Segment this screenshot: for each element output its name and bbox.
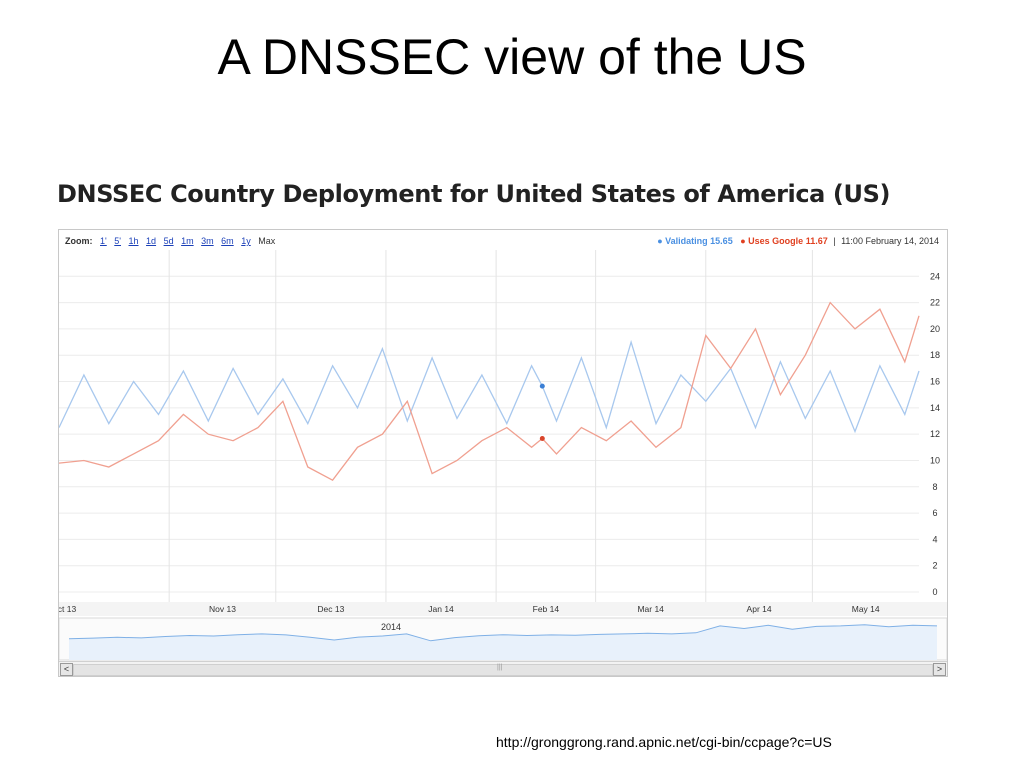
y-tick-label: 20 (930, 324, 940, 334)
marker-point-google (539, 435, 545, 441)
y-tick-label: 6 (932, 508, 937, 518)
navigator-scrollbar[interactable]: < ||| > (59, 661, 947, 676)
x-tick-label: Feb 14 (533, 604, 560, 614)
y-tick-label: 16 (930, 377, 940, 387)
x-tick-label: ct 13 (59, 604, 76, 614)
legend-google[interactable]: ● Uses Google 11.67 (740, 236, 828, 246)
marker-point-validating (539, 383, 545, 389)
x-tick-label: Nov 13 (209, 604, 236, 614)
y-tick-label: 14 (930, 403, 940, 413)
zoom-label: Zoom: (65, 236, 93, 246)
zoom-max-link[interactable]: Max (258, 236, 276, 246)
source-url[interactable]: http://gronggrong.rand.apnic.net/cgi-bin… (496, 734, 832, 750)
y-tick-label: 12 (930, 429, 940, 439)
zoom-1d-link[interactable]: 1d (146, 236, 157, 246)
x-tick-label: May 14 (852, 604, 880, 614)
zoom-1m-link[interactable]: 1m (181, 236, 194, 246)
scroll-right-button[interactable]: > (933, 663, 946, 676)
chart-heading: DNSSEC Country Deployment for United Sta… (57, 180, 891, 208)
zoom-5min-link[interactable]: 5' (114, 236, 121, 246)
chart-frame: 0 2 4 6 8 10 12 14 16 18 20 22 24 ct 13 Nov 13 Dec 13 Ja… (58, 229, 948, 677)
legend-separator: | (833, 236, 836, 246)
y-tick-label: 2 (932, 561, 937, 571)
scrollbar-grip-icon: ||| (497, 664, 503, 671)
x-tick-label: Dec 13 (317, 604, 344, 614)
zoom-1y-link[interactable]: 1y (241, 236, 251, 246)
x-axis-band (59, 602, 947, 616)
navigator-line (68, 624, 938, 642)
legend-validating[interactable]: ● Validating 15.65 (657, 236, 733, 246)
y-tick-label: 0 (932, 587, 937, 597)
x-tick-label: Mar 14 (637, 604, 664, 614)
navigator-fill (69, 624, 937, 660)
legend-validating-label: Validating (665, 236, 708, 246)
y-tick-label: 10 (930, 455, 940, 465)
legend-timestamp: 11:00 February 14, 2014 (841, 236, 939, 246)
navigator-year-label: 2014 (381, 622, 401, 632)
zoom-3m-link[interactable]: 3m (201, 236, 214, 246)
y-tick-label: 4 (932, 534, 937, 544)
y-tick-label: 22 (930, 298, 940, 308)
x-tick-label: Apr 14 (747, 604, 772, 614)
legend: ● Validating 15.65 ● Uses Google 11.67 |… (657, 236, 939, 246)
scroll-left-button[interactable]: < (60, 663, 73, 676)
zoom-bar: Zoom: 1' 5' 1h 1d 5d 1m 3m 6m 1y Max (65, 236, 275, 246)
x-tick-label: Jan 14 (428, 604, 454, 614)
y-tick-label: 18 (930, 350, 940, 360)
zoom-6m-link[interactable]: 6m (221, 236, 234, 246)
scrollbar-thumb[interactable] (73, 664, 933, 676)
zoom-1h-link[interactable]: 1h (128, 236, 139, 246)
zoom-5d-link[interactable]: 5d (163, 236, 174, 246)
series-line-google (59, 301, 920, 482)
slide-title: A DNSSEC view of the US (217, 29, 807, 85)
legend-google-value: 11.67 (805, 236, 828, 246)
y-tick-label: 8 (932, 482, 937, 492)
legend-google-label: Uses Google (748, 236, 804, 246)
legend-validating-value: 15.65 (710, 236, 733, 246)
y-tick-label: 24 (930, 271, 940, 281)
zoom-1min-link[interactable]: 1' (100, 236, 107, 246)
series-line-validating (59, 339, 920, 434)
